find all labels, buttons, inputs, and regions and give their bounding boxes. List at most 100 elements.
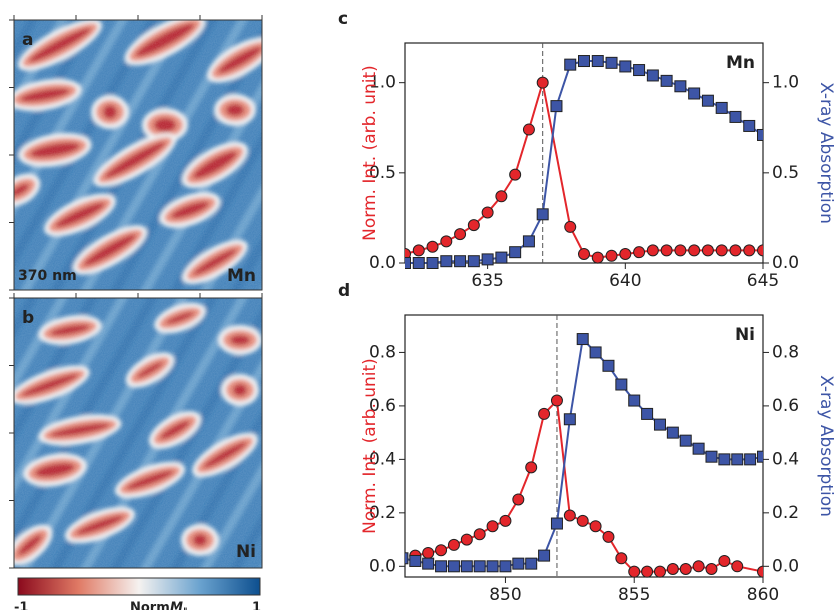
marker	[564, 58, 577, 71]
marker	[660, 244, 673, 257]
element-label: Mn	[227, 266, 256, 286]
element-label: Ni	[735, 325, 755, 345]
marker	[467, 219, 480, 232]
marker	[563, 413, 576, 426]
colorbar-subscript: ∥	[183, 608, 188, 610]
marker	[564, 220, 577, 233]
y-tick-label: 0.0	[369, 253, 396, 273]
y-axis-label: Norm. Int. (arb. unit)	[360, 358, 380, 534]
marker	[512, 557, 525, 570]
element-label: Mn	[726, 53, 755, 73]
marker	[615, 552, 628, 565]
marker	[405, 247, 411, 260]
marker	[473, 560, 486, 573]
y-tick-label: 0.0	[369, 556, 396, 576]
colorbar	[17, 577, 261, 596]
marker	[628, 394, 641, 407]
marker	[426, 257, 439, 269]
marker	[454, 255, 467, 268]
marker	[705, 562, 718, 575]
x-tick-label: 645	[747, 271, 779, 291]
marker	[731, 560, 744, 573]
marker	[591, 55, 604, 68]
domain-map	[14, 158, 654, 588]
marker	[701, 94, 714, 107]
marker	[743, 244, 756, 257]
marker	[440, 235, 453, 248]
marker	[731, 453, 744, 466]
series-line	[415, 398, 763, 573]
marker	[486, 520, 499, 533]
marker	[522, 235, 535, 248]
marker	[454, 228, 467, 241]
marker	[666, 426, 679, 439]
marker	[641, 565, 654, 578]
marker	[481, 253, 494, 266]
marker	[422, 557, 435, 570]
y-tick-label: 0.0	[772, 253, 799, 273]
marker	[499, 514, 512, 527]
marker	[499, 560, 512, 573]
marker	[522, 123, 535, 136]
marker	[405, 552, 409, 565]
marker	[447, 560, 460, 573]
marker	[674, 80, 687, 93]
marker	[589, 520, 602, 533]
marker	[633, 64, 646, 77]
marker	[412, 257, 425, 269]
marker	[701, 244, 714, 257]
marker	[409, 554, 422, 567]
marker	[653, 418, 666, 431]
marker	[591, 251, 604, 264]
marker	[578, 247, 590, 260]
marker	[666, 562, 679, 575]
marker	[481, 206, 494, 219]
y-tick-label: 1.0	[772, 73, 799, 93]
marker	[633, 246, 646, 259]
marker	[563, 509, 576, 522]
marker	[715, 101, 728, 114]
marker	[674, 244, 687, 257]
marker	[688, 244, 701, 257]
x-tick-label: 855	[618, 585, 650, 605]
marker	[550, 394, 563, 407]
colorbar-symbol: M	[170, 601, 183, 610]
marker	[576, 333, 589, 346]
x-tick-label: 640	[609, 271, 641, 291]
map-stripe	[404, 158, 654, 588]
marker	[460, 533, 473, 546]
colorbar-label: Norm	[130, 601, 170, 610]
colorbar-max: 1	[252, 601, 261, 610]
marker	[715, 244, 728, 257]
y-tick-label: 1.0	[369, 73, 396, 93]
marker	[744, 453, 757, 466]
marker	[679, 562, 692, 575]
plot-frame	[404, 314, 764, 578]
marker	[412, 244, 425, 257]
map-noise	[14, 20, 262, 290]
marker	[619, 60, 632, 73]
marker	[578, 55, 590, 68]
marker	[440, 255, 453, 268]
marker	[460, 560, 473, 573]
map-stripe	[314, 158, 564, 588]
marker	[605, 249, 618, 262]
marker	[538, 549, 551, 562]
y-tick-label: 0.2	[369, 503, 396, 523]
marker	[757, 128, 763, 141]
marker	[525, 461, 538, 474]
element-label: Ni	[236, 542, 256, 562]
marker	[405, 257, 411, 269]
marker	[692, 442, 705, 455]
marker	[692, 560, 705, 573]
colorbar-min: -1	[14, 601, 28, 610]
marker	[512, 493, 525, 506]
marker	[605, 56, 618, 69]
y-tick-label: 0.6	[772, 396, 799, 416]
y2-axis-label: X-ray Absorption	[816, 82, 836, 224]
marker	[426, 240, 439, 253]
marker	[473, 528, 486, 541]
marker	[589, 346, 602, 359]
marker	[757, 244, 763, 257]
